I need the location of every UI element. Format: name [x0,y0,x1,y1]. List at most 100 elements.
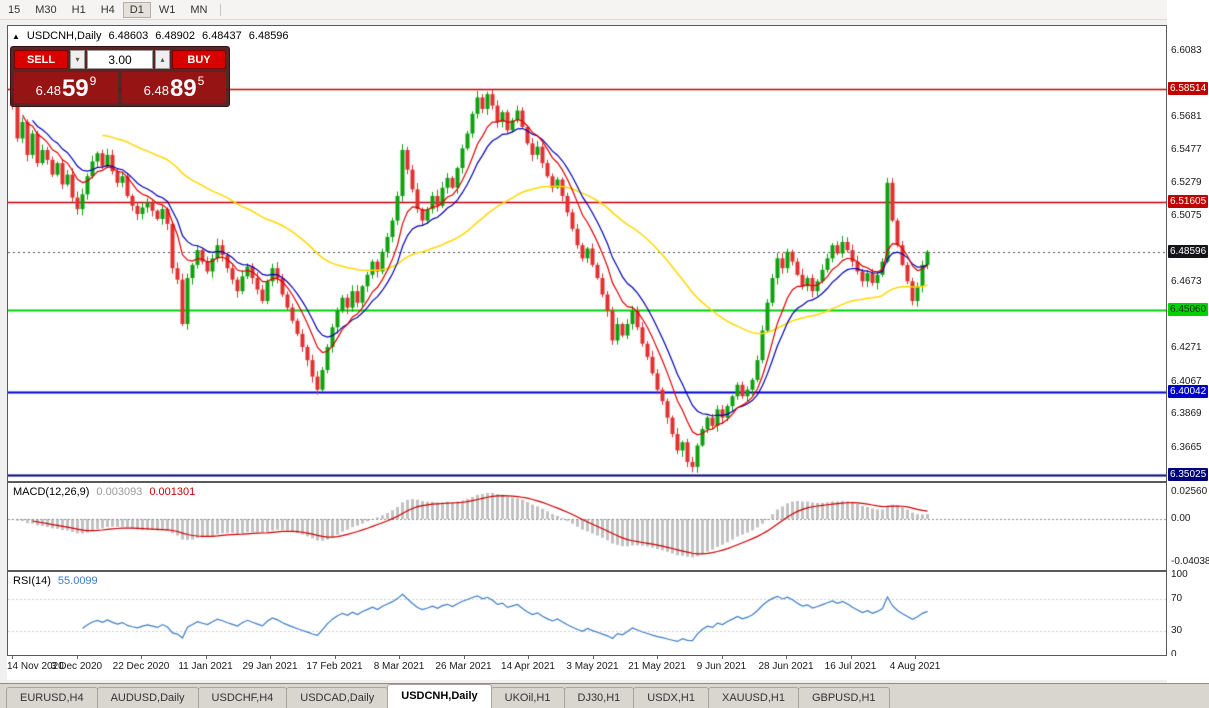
macd-value-main: 0.003093 [96,486,143,498]
time-axis-tick [657,656,658,659]
time-axis-label: 26 Mar 2021 [435,661,492,672]
ohlc-open: 6.48603 [108,30,149,42]
macd-axis-label: 0.00 [1171,513,1191,524]
price-axis-badge: 6.58514 [1168,81,1209,95]
macd-value-signal: 0.001301 [149,486,196,498]
chart-tab-usdchf-h4[interactable]: USDCHF,H4 [197,687,288,708]
macd-name: MACD(12,26,9) [13,486,90,498]
price-axis-label: 6.4067 [1171,375,1202,387]
time-axis-tick [76,656,78,659]
time-axis-tick [463,656,465,659]
rsi-axis-label: 30 [1171,625,1183,636]
time-axis-tick [528,656,529,659]
ohlc-high: 6.48902 [155,30,196,42]
buy-price-prefix: 6.48 [143,83,169,98]
time-axis: 14 Nov 2020 3 Dec 2020 22 Dec 2020 11 Jan 2… [7,656,1209,680]
time-axis-label: 8 Mar 2021 [373,661,425,672]
timeframe-button-h1[interactable]: H1 [71,3,86,16]
timeframe-button-d1[interactable]: D1 [122,1,151,18]
price-axis-label: 6.4271 [1171,342,1202,354]
rsi-value: 55.0099 [57,575,98,587]
time-axis-tick [721,656,723,659]
time-axis-label: 3 Dec 2020 [50,661,103,672]
ohlc-close: 6.48596 [248,30,289,42]
volume-input[interactable] [87,50,153,69]
time-axis-label: 4 Aug 2021 [889,661,941,672]
rsi-axis-label: 100 [1171,569,1188,580]
macd-canvas[interactable] [8,483,1166,570]
timeframe-button-w1[interactable]: W1 [158,3,176,16]
rsi-header: RSI(14) 55.0099 [13,575,98,587]
rsi-axis-label: 0 [1171,649,1177,660]
chart-tab-usdcnh-daily[interactable]: USDCNH,Daily [387,684,492,708]
expand-arrow-icon[interactable]: ▲ [12,31,20,41]
price-axis-badge: 6.51605 [1168,195,1209,209]
macd-header: MACD(12,26,9) 0.003093 0.001301 [13,486,195,498]
price-axis-badge: 6.48596 [1168,244,1209,258]
chart-tab-gbpusd-h1[interactable]: GBPUSD,H1 [797,687,890,708]
chart-tab-usdcad-daily[interactable]: USDCAD,Daily [286,687,389,708]
price-axis-label: 6.3869 [1171,408,1202,420]
buy-price-sup: 5 [197,74,205,88]
buy-button[interactable]: BUY [172,50,226,69]
timeframe-button-h4[interactable]: H4 [100,3,115,16]
price-axis-label: 6.3665 [1171,441,1202,453]
chart-symbol-label: USDCNH,Daily [26,30,102,42]
chart-tab-dj30-h1[interactable]: DJ30,H1 [563,687,635,708]
chart-tab-eurusd-h4[interactable]: EURUSD,H4 [6,687,98,708]
time-axis-label: 21 May 2021 [628,661,686,672]
price-axis-badge: 6.35025 [1168,467,1209,481]
time-axis-label: 3 May 2021 [566,661,619,672]
macd-axis-label: -0.04038 [1171,555,1209,567]
price-axis-label: 6.5279 [1171,176,1202,188]
time-axis-tick [205,656,207,659]
time-axis-label: 9 Jun 2021 [696,661,747,672]
macd-axis-label: 0.02560 [1171,486,1208,497]
chart-title: ▲ USDCNH,Daily 6.48603 6.48902 6.48437 6… [12,30,289,42]
volume-increase-button[interactable]: ▴ [155,50,170,69]
toolbar-separator [220,3,222,16]
rsi-name: RSI(14) [13,575,51,587]
timeframe-toolbar: 15 M30 H1 H4 D1 W1 MN [0,0,1209,20]
time-axis-label: 22 Dec 2020 [112,661,170,672]
sell-price-display[interactable]: 6.48 59 9 [14,72,118,103]
time-axis-label: 16 Jul 2021 [824,661,877,672]
timeframe-button-mn[interactable]: MN [190,3,208,16]
ohlc-low: 6.48437 [202,30,242,42]
timeframe-button-m30[interactable]: M30 [35,3,57,16]
chart-tab-xauusd-h1[interactable]: XAUUSD,H1 [707,687,799,708]
sell-price-big: 59 [61,75,89,102]
price-axis: 6.6083 6.5681 6.5477 6.5279 6.5075 6.4673 6.42… [1167,0,1209,708]
price-axis-label: 6.6083 [1171,44,1202,56]
price-axis-label: 6.5075 [1171,210,1202,222]
time-axis-label: 29 Jan 2021 [242,661,298,672]
buy-price-display[interactable]: 6.48 89 5 [122,72,226,103]
time-axis-label: 11 Jan 2021 [178,661,233,672]
chart-tab-audusd-daily[interactable]: AUDUSD,Daily [96,687,199,708]
one-click-trading-panel: SELL ▾ ▴ BUY 6.48 59 9 6.48 89 5 [10,46,230,107]
time-axis-label: 17 Feb 2021 [306,661,363,672]
time-axis-label: 14 Nov 2020 [7,661,64,672]
price-axis-label: 6.5477 [1171,144,1202,156]
sell-button[interactable]: SELL [14,50,68,69]
sell-price-prefix: 6.48 [35,83,61,98]
price-axis-badge: 6.40042 [1168,385,1209,399]
sell-price-sup: 9 [89,74,97,88]
volume-decrease-button[interactable]: ▾ [70,50,85,69]
time-axis-tick [270,656,271,659]
rsi-axis-label: 70 [1171,593,1183,604]
chart-tabs-bar: EURUSD,H4 AUDUSD,Daily USDCHF,H4 USDCAD,Dai… [0,683,1209,708]
price-axis-label: 6.4673 [1171,276,1202,288]
rsi-canvas[interactable] [8,572,1166,655]
buy-price-big: 89 [169,75,197,102]
time-axis-label: 28 Jun 2021 [758,661,814,672]
time-axis-tick [12,656,13,659]
timeframe-button-15[interactable]: 15 [8,3,21,16]
main-chart-panel: ▲ USDCNH,Daily 6.48603 6.48902 6.48437 6… [7,25,1167,482]
time-axis-tick [592,656,594,659]
chart-tab-usdx-h1[interactable]: USDX,H1 [633,687,709,708]
macd-panel: MACD(12,26,9) 0.003093 0.001301 [7,482,1167,571]
time-axis-label: 14 Apr 2021 [501,661,555,672]
chart-tab-ukoil-h1[interactable]: UKOil,H1 [490,687,565,708]
